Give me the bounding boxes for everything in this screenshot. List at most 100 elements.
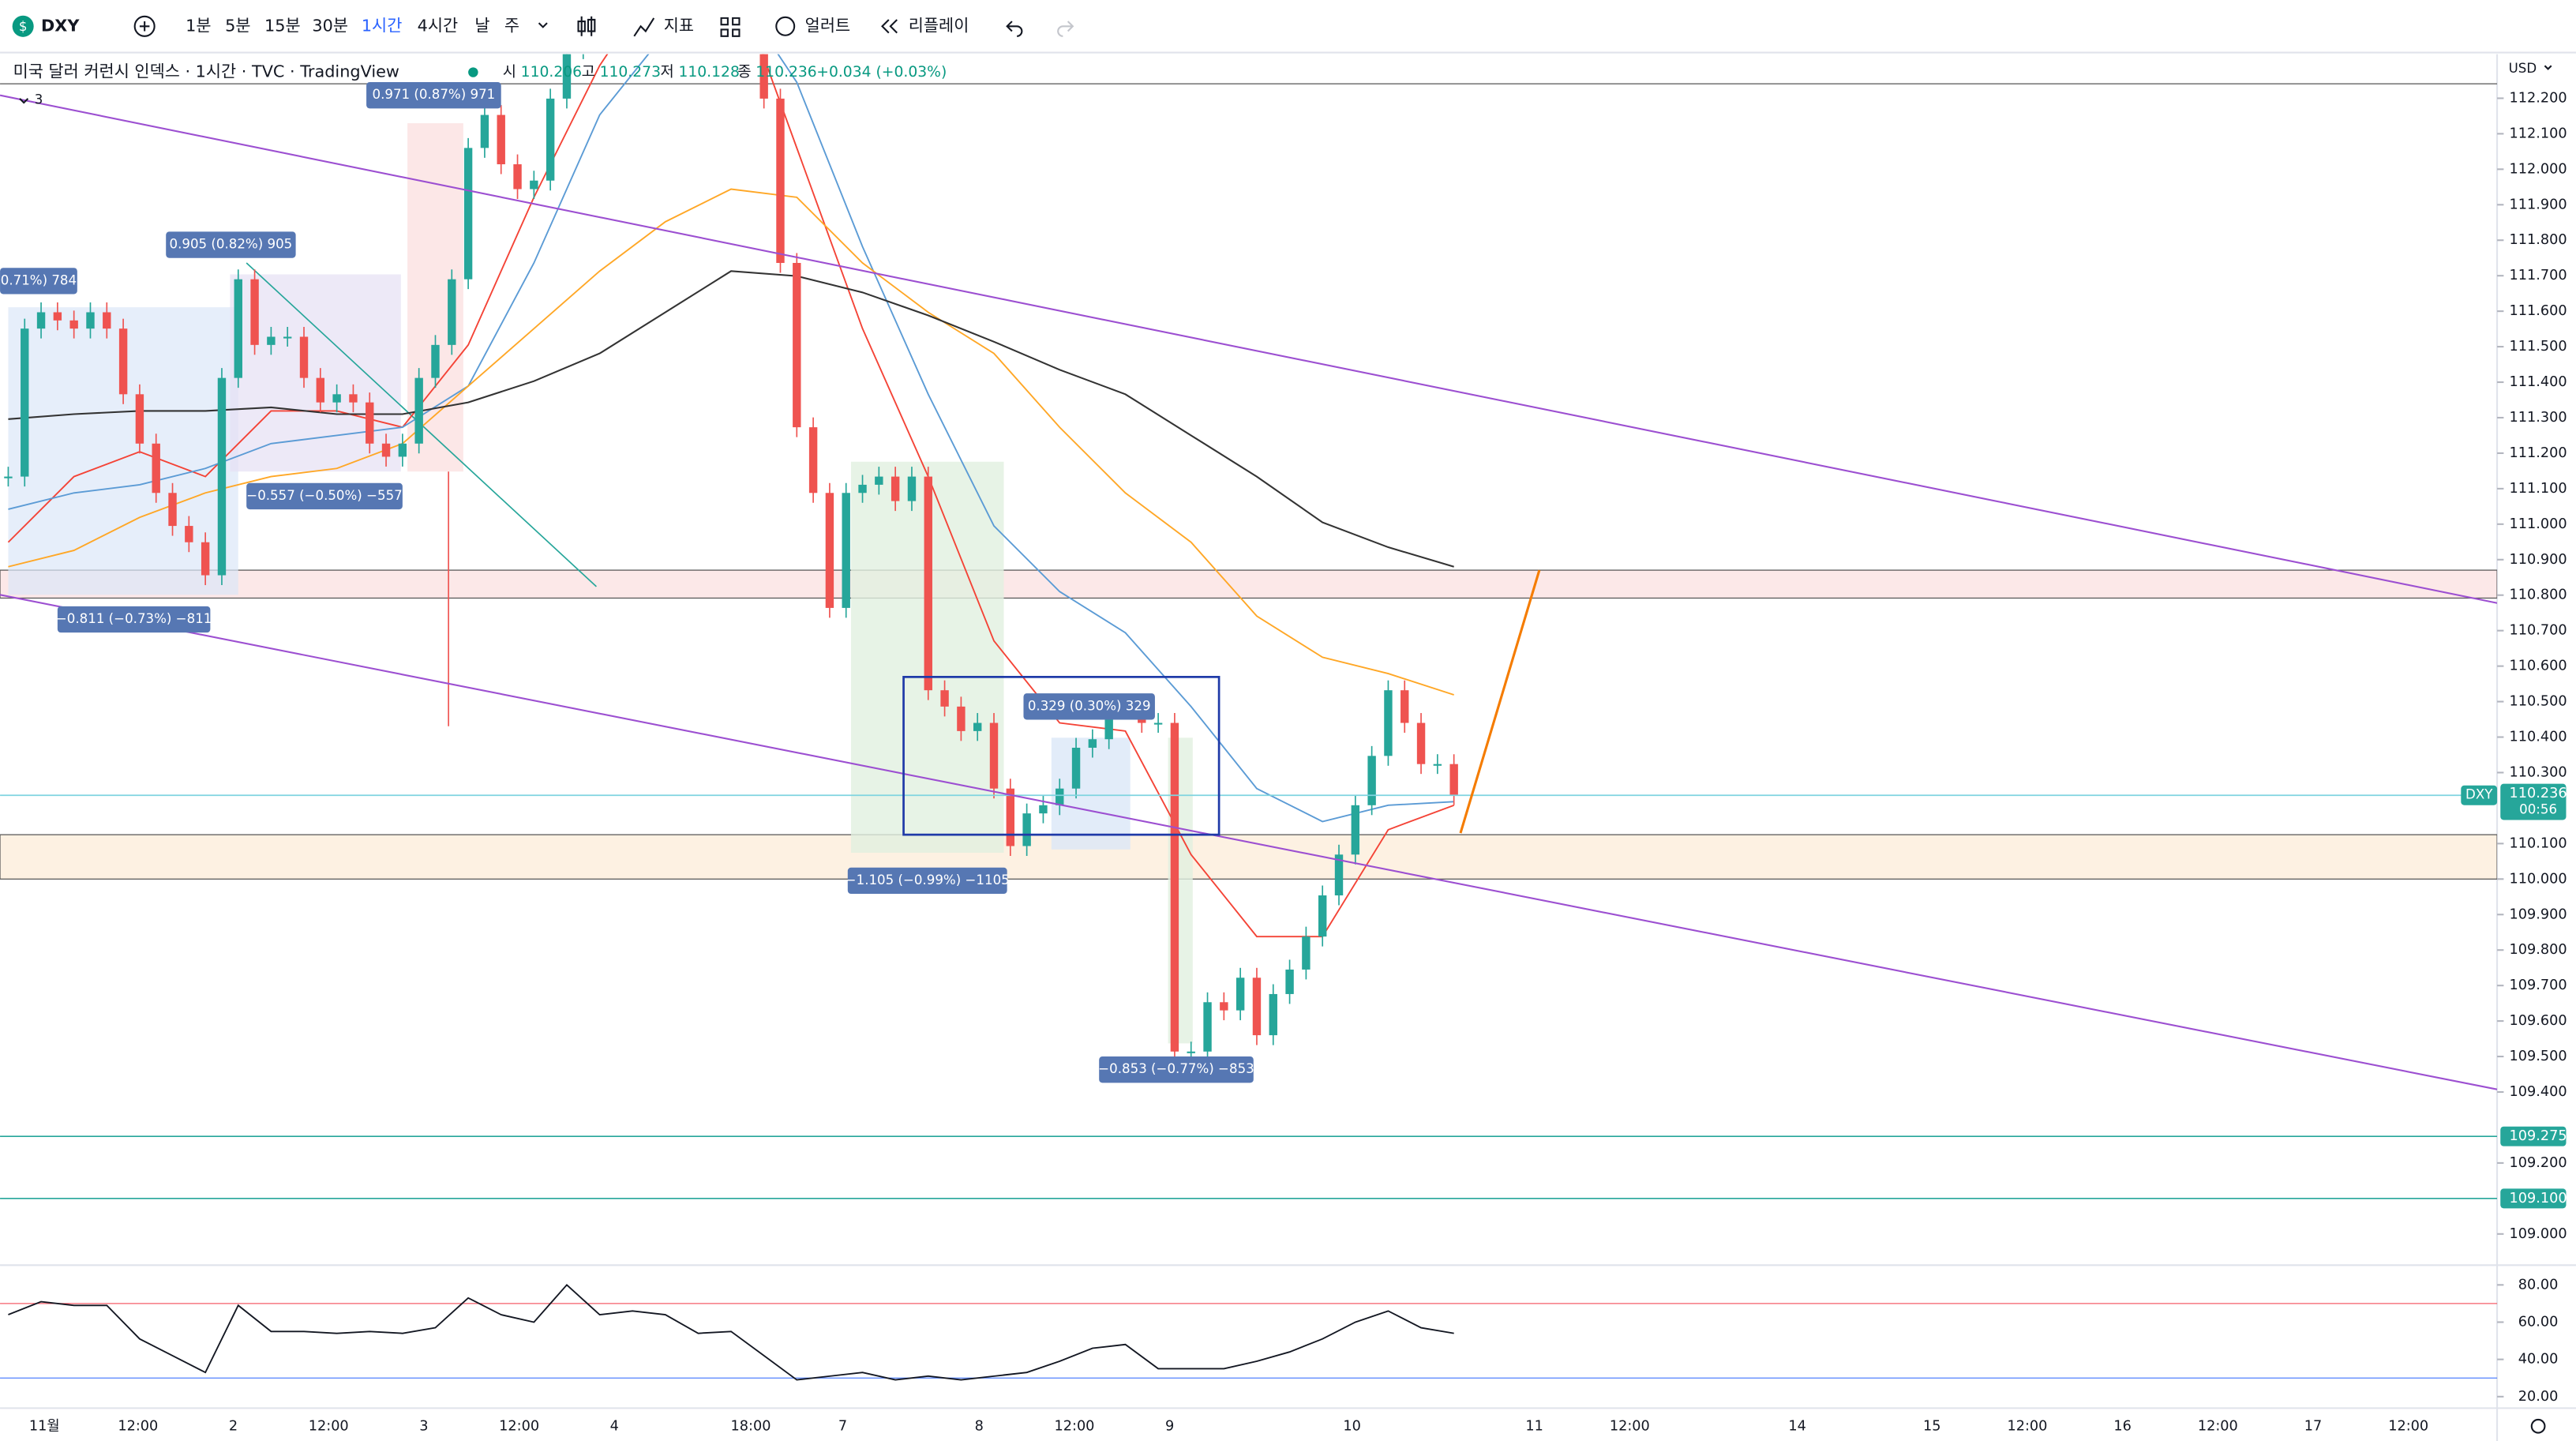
time-tick-label: 12:00 [2007,1418,2047,1434]
candle [1236,978,1245,1011]
symbol-tag-label: DXY [2465,787,2493,802]
redo-button[interactable] [1057,21,1074,37]
candle [185,526,193,542]
rsi-tick-label: 20.00 [2518,1389,2559,1405]
chart-type-button[interactable] [577,16,596,36]
interval-button[interactable]: 1분 [186,16,211,35]
indicators-button[interactable]: 지표 [664,16,694,35]
symbol[interactable]: DXY [41,16,80,35]
highlight-box [902,676,1221,836]
candle [86,312,95,329]
measure-label-bg [246,482,403,510]
interval-button[interactable]: 날 [474,16,489,35]
alert-button[interactable]: 얼러트 [805,16,850,35]
interval-button[interactable]: 30분 [312,16,348,35]
candle [234,279,242,378]
price-tick-label: 109.700 [2510,978,2567,993]
undo-button[interactable] [1006,21,1023,37]
price-tick-label: 111.800 [2510,232,2567,248]
price-tick-label: 111.000 [2510,516,2567,532]
price-tick-label: 110.300 [2510,764,2567,780]
price-tick-label: 110.400 [2510,730,2567,745]
price-tick-label: 109.800 [2510,942,2567,958]
candle [875,476,883,485]
candle [924,476,932,691]
candle [891,476,900,501]
currency: USD [2509,61,2537,76]
measure-label-bg [1099,1056,1254,1083]
candle [497,114,505,165]
candle [1400,690,1409,723]
price-tick-label: 111.200 [2510,445,2567,461]
replay-button[interactable]: 리플레이 [909,16,969,35]
measure-label-bg [57,606,211,633]
candle [793,263,801,428]
interval-button[interactable]: 4시간 [418,16,459,35]
measure-box [1051,737,1131,850]
measure-label: −0.853 (−0.77%) −853 [1098,1061,1254,1076]
time-tick-label: 12:00 [499,1418,539,1434]
candle [940,690,949,707]
symbol-tag [2461,785,2498,805]
legend-title: 미국 달러 커런시 인덱스 · 1시간 · TVC · TradingView [13,62,399,81]
candle [1022,813,1031,846]
symbol-icon[interactable] [12,15,34,37]
legend-count[interactable]: 3 [35,92,43,107]
interval-button[interactable]: 15분 [264,16,301,35]
interval-button[interactable]: 5분 [225,16,250,35]
ohlc-change: +0.034 (+0.03%) [816,64,947,81]
candle [1252,978,1262,1036]
rsi-tick-label: 40.00 [2518,1352,2559,1368]
compare-button[interactable] [133,15,156,37]
channel-lower [0,594,2498,1090]
candle [1153,722,1163,725]
interval-button[interactable]: 주 [504,16,519,35]
candle [973,722,982,731]
moving-average [8,270,1454,568]
candle [808,427,818,493]
candle [118,328,128,395]
candle [1302,936,1310,970]
measure-label-bg [847,867,1007,895]
price-tick-label: 111.900 [2510,197,2567,212]
layouts-button[interactable] [720,17,741,37]
time-tick-label: 7 [838,1418,847,1434]
countdown: 00:56 [2519,801,2557,816]
candle [546,98,555,181]
indicators-icon[interactable] [633,17,655,37]
price-tick-label: 110.100 [2510,835,2567,851]
time-tick-label: 8 [975,1418,984,1434]
measure-label: −0.557 (−0.50%) −557 [246,488,402,503]
alert-icon[interactable] [775,16,796,36]
time-tick-label: 12:00 [309,1418,349,1434]
interval-button[interactable]: 1시간 [362,16,403,35]
candle [1220,1002,1228,1011]
measure-label: 0.71%) 784 [1,272,77,287]
price-tick-label: 110.900 [2510,552,2567,568]
price-tick-label: 110.500 [2510,694,2567,710]
legend-collapse[interactable] [19,98,29,104]
time-tick-label: 12:00 [2198,1418,2238,1434]
last-price-tag [2500,783,2567,820]
time-tick-label: 16 [2113,1418,2132,1434]
interval-menu[interactable] [538,22,548,28]
settings-button[interactable] [2530,1418,2546,1434]
moving-average [8,188,1454,696]
currency-menu[interactable] [2544,65,2552,70]
level-tag-label: 109.100 [2510,1191,2567,1206]
candle [53,312,62,321]
candle [858,484,867,493]
toolbar: $ DXY 1분 5분 15분 30분 1시간 4시간 날 주 지표 얼러트 리플레이 [0,0,2576,54]
price-tick-label: 110.800 [2510,587,2567,603]
replay-icon[interactable] [881,19,898,34]
candle [463,148,473,280]
price-tick-label: 109.400 [2510,1084,2567,1100]
price-tick-label: 110.700 [2510,623,2567,639]
candle [1039,805,1048,814]
candle [217,377,227,576]
projection-line [1459,569,1541,834]
candle [168,493,177,527]
rsi-tick-label: 80.00 [2518,1277,2559,1293]
candle [448,279,456,345]
